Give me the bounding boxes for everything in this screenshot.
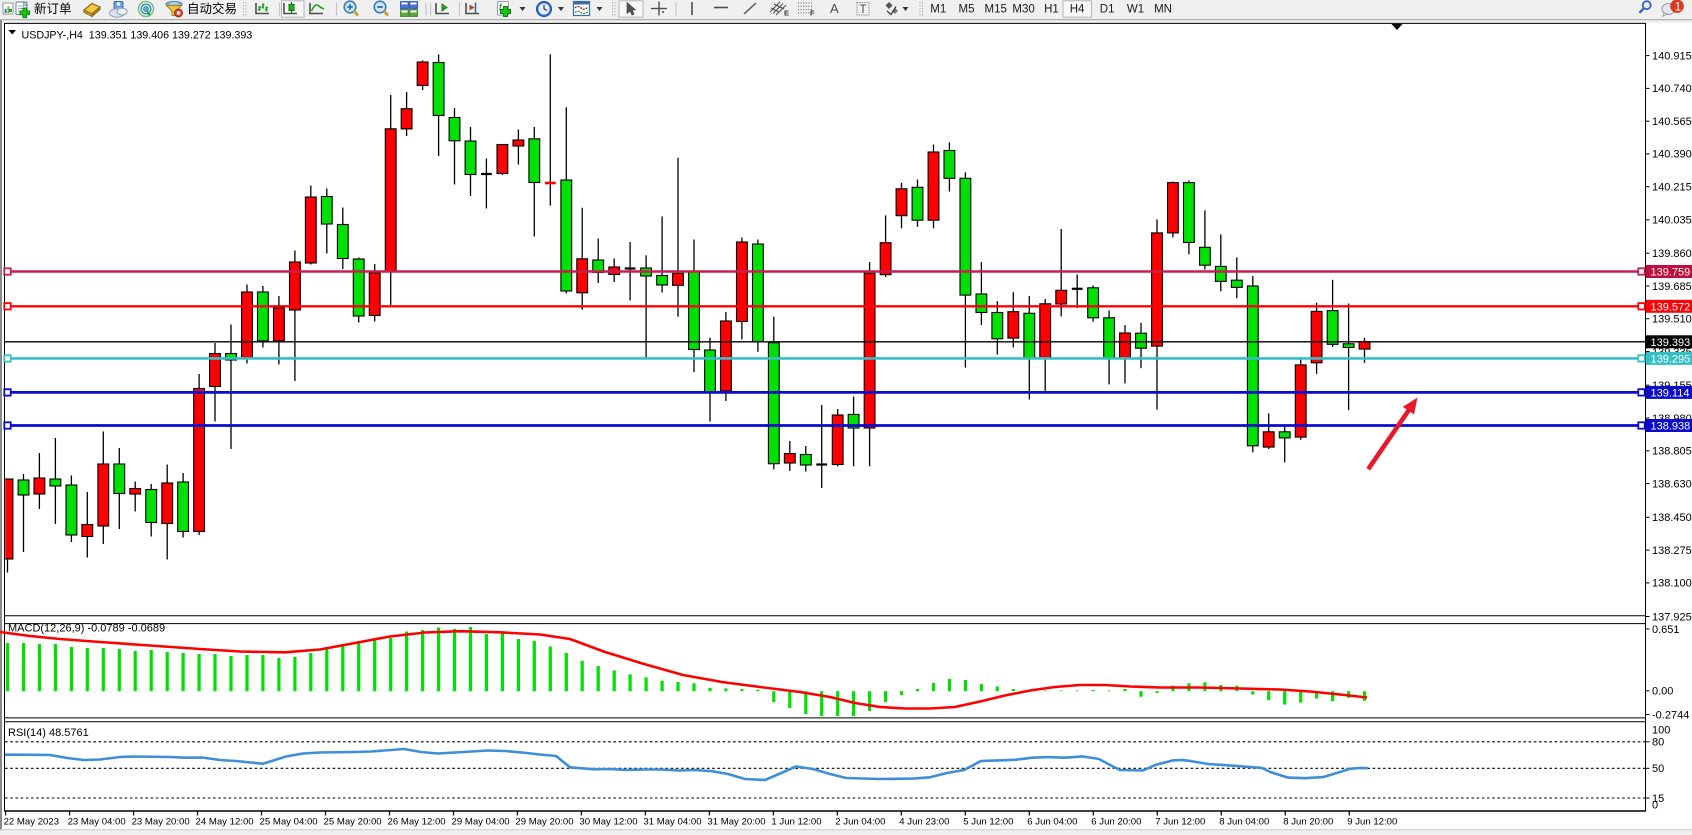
svg-text:自动交易: 自动交易 bbox=[187, 1, 237, 16]
svg-text:138.275: 138.275 bbox=[1652, 545, 1692, 557]
svg-text:24 May 12:00: 24 May 12:00 bbox=[196, 817, 254, 828]
svg-text:31 May 04:00: 31 May 04:00 bbox=[643, 817, 701, 828]
svg-text:7 Jun 12:00: 7 Jun 12:00 bbox=[1155, 817, 1205, 828]
svg-text:138.100: 138.100 bbox=[1652, 578, 1692, 590]
svg-text:25 May 04:00: 25 May 04:00 bbox=[260, 817, 318, 828]
svg-text:100: 100 bbox=[1652, 725, 1670, 737]
svg-text:M30: M30 bbox=[1012, 4, 1034, 16]
svg-text:0.651: 0.651 bbox=[1652, 624, 1680, 636]
svg-text:80: 80 bbox=[1652, 737, 1664, 749]
svg-text:T: T bbox=[860, 4, 867, 16]
svg-text:H4: H4 bbox=[1070, 4, 1085, 16]
svg-text:29 May 04:00: 29 May 04:00 bbox=[452, 817, 510, 828]
svg-text:139.510: 139.510 bbox=[1652, 314, 1692, 326]
svg-text:15: 15 bbox=[1652, 793, 1664, 805]
svg-text:D1: D1 bbox=[1100, 4, 1115, 16]
svg-text:30 May 12:00: 30 May 12:00 bbox=[579, 817, 637, 828]
svg-text:新订单: 新订单 bbox=[34, 1, 72, 16]
svg-text:F: F bbox=[810, 9, 815, 18]
svg-text:26 May 12:00: 26 May 12:00 bbox=[388, 817, 446, 828]
svg-text:1 Jun 12:00: 1 Jun 12:00 bbox=[771, 817, 821, 828]
svg-text:H1: H1 bbox=[1044, 4, 1059, 16]
svg-text:0.00: 0.00 bbox=[1652, 686, 1673, 698]
svg-text:140.565: 140.565 bbox=[1652, 116, 1692, 128]
svg-text:E: E bbox=[784, 9, 789, 18]
svg-text:139.860: 139.860 bbox=[1652, 248, 1692, 260]
svg-text:A: A bbox=[830, 1, 839, 16]
svg-text:25 May 20:00: 25 May 20:00 bbox=[324, 817, 382, 828]
svg-text:5 Jun 12:00: 5 Jun 12:00 bbox=[963, 817, 1013, 828]
svg-text:M5: M5 bbox=[959, 4, 975, 16]
svg-text:RSI(14) 48.5761: RSI(14) 48.5761 bbox=[8, 727, 89, 739]
svg-text:6 Jun 04:00: 6 Jun 04:00 bbox=[1027, 817, 1077, 828]
svg-text:139.295: 139.295 bbox=[1651, 353, 1691, 365]
svg-text:8 Jun 20:00: 8 Jun 20:00 bbox=[1283, 817, 1333, 828]
svg-text:138.450: 138.450 bbox=[1652, 512, 1692, 524]
svg-text:f: f bbox=[499, 2, 503, 12]
svg-text:140.390: 140.390 bbox=[1652, 149, 1692, 161]
svg-text:4 Jun 23:00: 4 Jun 23:00 bbox=[899, 817, 949, 828]
svg-text:139.114: 139.114 bbox=[1651, 387, 1690, 399]
svg-text:1: 1 bbox=[1675, 2, 1681, 14]
svg-text:31 May 20:00: 31 May 20:00 bbox=[707, 817, 765, 828]
svg-text:22 May 2023: 22 May 2023 bbox=[4, 817, 59, 828]
svg-text:50: 50 bbox=[1652, 763, 1664, 775]
svg-text:138.630: 138.630 bbox=[1652, 478, 1692, 490]
svg-text:139.685: 139.685 bbox=[1652, 281, 1692, 293]
svg-text:MN: MN bbox=[1154, 4, 1172, 16]
svg-text:0: 0 bbox=[1652, 800, 1658, 812]
svg-text:139.572: 139.572 bbox=[1651, 301, 1691, 313]
svg-text:W1: W1 bbox=[1127, 4, 1144, 16]
svg-text:-0.2744: -0.2744 bbox=[1652, 709, 1689, 721]
svg-text:139.393: 139.393 bbox=[1651, 337, 1691, 349]
svg-text:6 Jun 20:00: 6 Jun 20:00 bbox=[1091, 817, 1141, 828]
svg-text:M15: M15 bbox=[985, 4, 1007, 16]
svg-text:137.925: 137.925 bbox=[1652, 611, 1692, 623]
svg-text:140.740: 140.740 bbox=[1652, 83, 1692, 95]
svg-text:140.215: 140.215 bbox=[1652, 182, 1692, 194]
svg-text:23 May 20:00: 23 May 20:00 bbox=[132, 817, 190, 828]
svg-text:139.759: 139.759 bbox=[1651, 267, 1691, 279]
svg-text:M1: M1 bbox=[930, 4, 946, 16]
svg-text:23 May 04:00: 23 May 04:00 bbox=[68, 817, 126, 828]
svg-text:29 May 20:00: 29 May 20:00 bbox=[515, 817, 573, 828]
svg-text:140.915: 140.915 bbox=[1652, 50, 1692, 62]
svg-text:2 Jun 04:00: 2 Jun 04:00 bbox=[835, 817, 885, 828]
svg-text:USDJPY-,H4 139.351 139.406 13: USDJPY-,H4 139.351 139.406 139.272 139.3… bbox=[22, 30, 253, 42]
svg-text:138.805: 138.805 bbox=[1652, 446, 1692, 458]
svg-text:140.035: 140.035 bbox=[1652, 215, 1692, 227]
svg-text:8 Jun 04:00: 8 Jun 04:00 bbox=[1219, 817, 1269, 828]
svg-text:9 Jun 12:00: 9 Jun 12:00 bbox=[1347, 817, 1397, 828]
svg-text:138.938: 138.938 bbox=[1651, 421, 1691, 433]
svg-text:MACD(12,26,9) -0.0789 -0.0689: MACD(12,26,9) -0.0789 -0.0689 bbox=[8, 623, 165, 635]
